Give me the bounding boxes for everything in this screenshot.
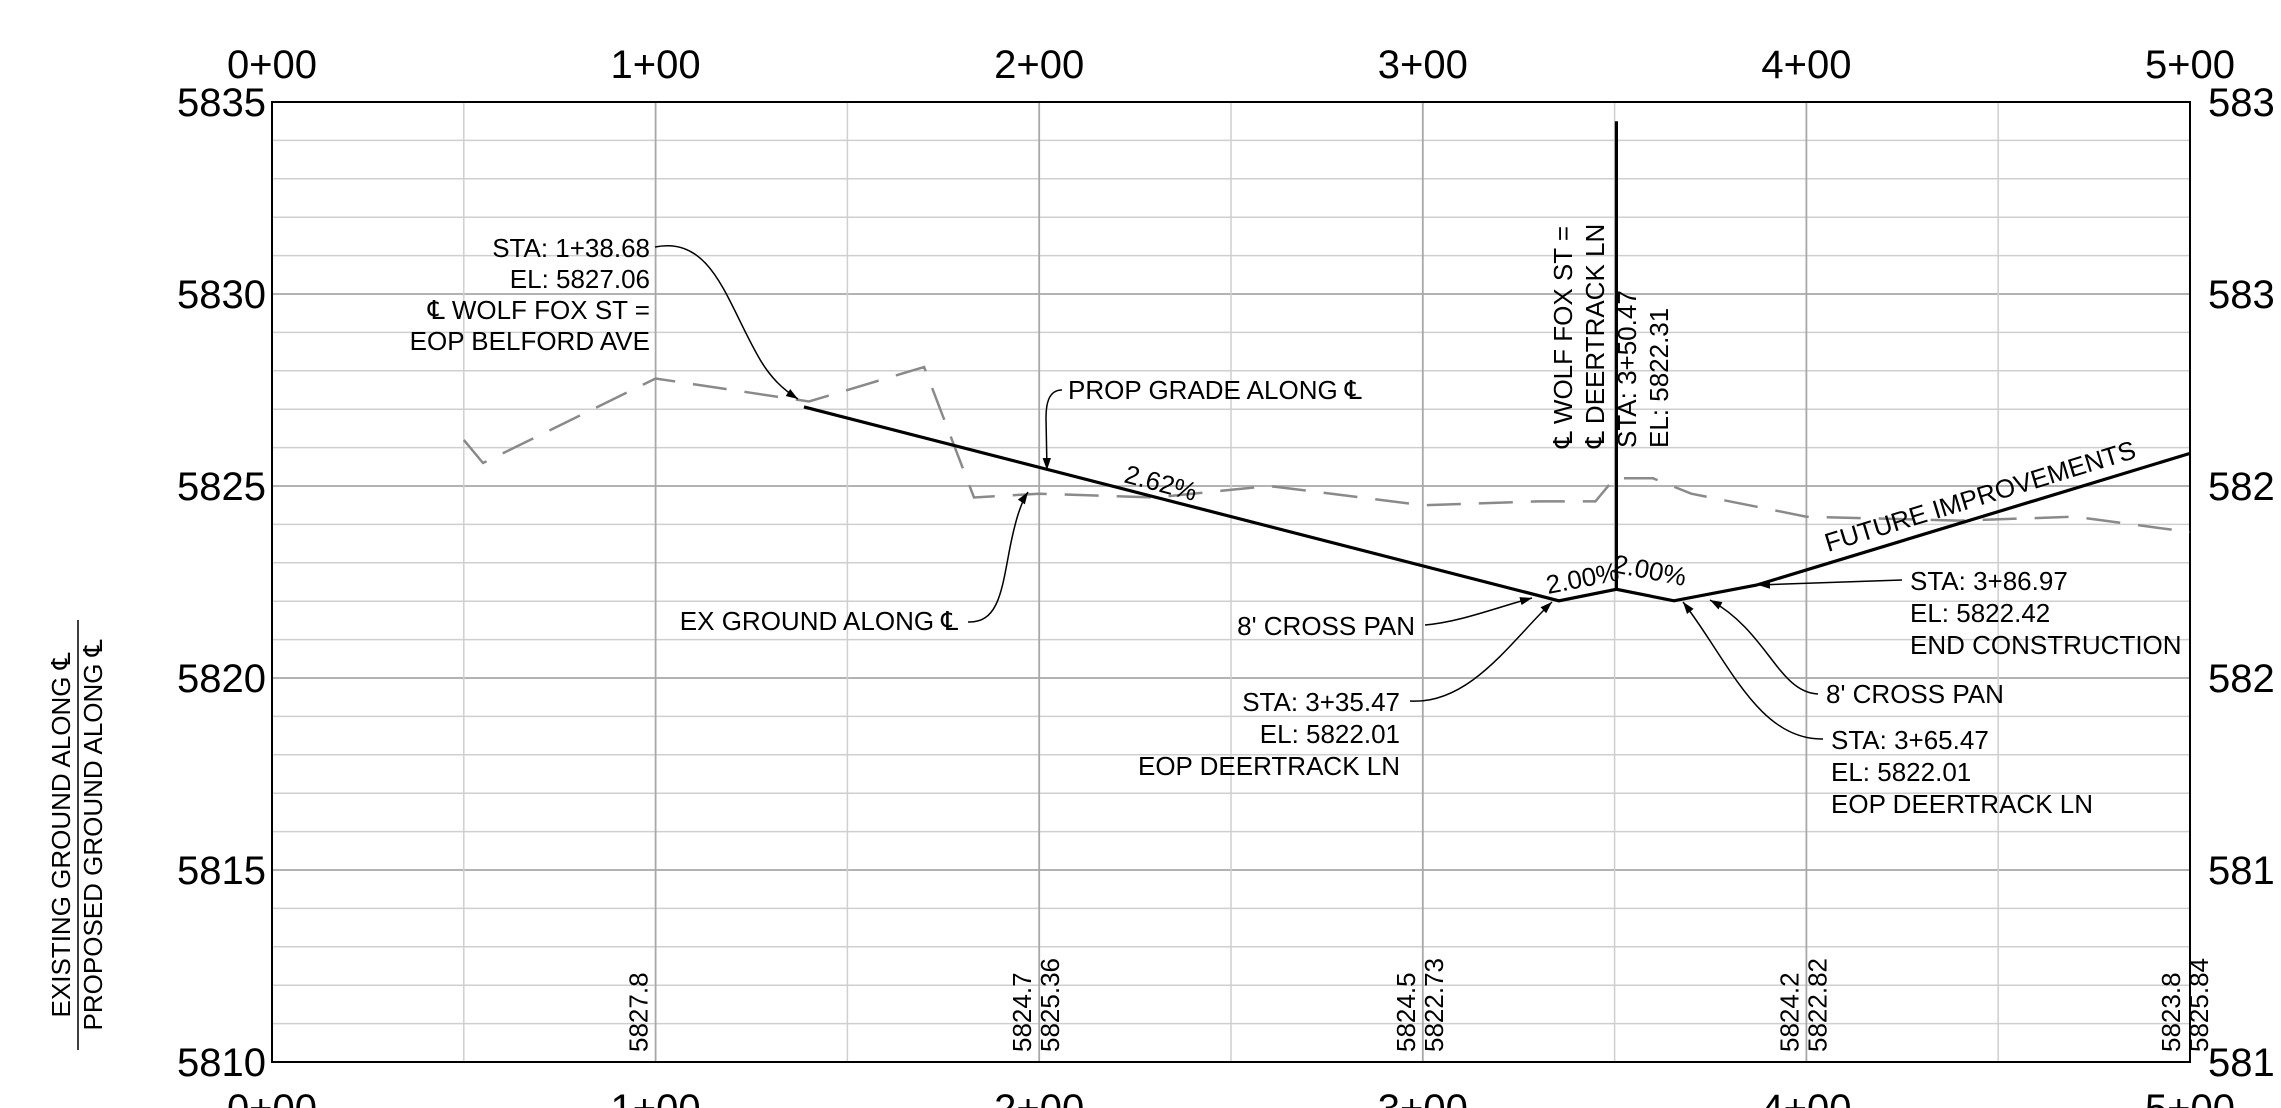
end-callout-elevation: EL: 5822.42	[1910, 598, 2050, 628]
pc-right-desc: EOP DEERTRACK LN	[1831, 789, 2093, 819]
pc-right-leader	[1682, 601, 1824, 740]
prop-grade-callout-label: PROP GRADE ALONG ℄	[1068, 375, 1362, 405]
bottom-station-label: 1+00	[611, 1087, 701, 1108]
grid	[272, 102, 2190, 1062]
bottom-elevation-value: 5824.7	[1007, 972, 1037, 1052]
top-station-label: 5+00	[2145, 43, 2235, 87]
left-elevation-label: 5830	[177, 273, 266, 317]
top-station-label: 3+00	[1378, 43, 1468, 87]
begin-callout: STA: 1+38.68 EL: 5827.06 ℄ WOLF FOX ST =…	[410, 233, 799, 400]
y-axis-title: EXISTING GROUND ALONG ℄ PROPOSED GROUND …	[46, 620, 108, 1050]
pc-left-leader	[1409, 601, 1553, 702]
right-elevation-label: 582	[2208, 657, 2275, 701]
pc-left-desc: EOP DEERTRACK LN	[1138, 751, 1400, 781]
cross-pan-right-label: 8' CROSS PAN	[1826, 679, 2004, 709]
bottom-station-label: 0+00	[227, 1087, 317, 1108]
ex-ground-callout: EX GROUND ALONG ℄	[680, 491, 1029, 636]
grade-label-right: 2.00%	[1611, 548, 1689, 592]
begin-callout-leader	[654, 245, 799, 400]
centerline-annotation: ℄ WOLF FOX ST = ℄ DEERTRACK LN STA: 3+50…	[1548, 224, 1674, 449]
axes: 0+00 0+00 1+00 1+00 2+00 2+00 3+00 3+00 4+00 4+00…	[177, 43, 2275, 1108]
top-station-label: 2+00	[994, 43, 1084, 87]
right-elevation-label: 582	[2208, 465, 2275, 509]
begin-callout-station: STA: 1+38.68	[492, 233, 650, 263]
end-callout-station: STA: 3+86.97	[1910, 566, 2068, 596]
cl-annotation-line-3: STA: 3+50.47	[1612, 290, 1642, 448]
prop-grade-callout: PROP GRADE ALONG ℄	[1042, 375, 1362, 471]
cl-annotation-line-4: EL: 5822.31	[1644, 308, 1674, 448]
pc-right-station: STA: 3+65.47	[1831, 725, 1989, 755]
bottom-elevation-value: 5824.2	[1774, 972, 1804, 1052]
proposed-grade-line	[803, 405, 2191, 603]
right-elevation-label: 583	[2208, 81, 2275, 125]
plot-frame	[271, 101, 2191, 1063]
begin-callout-desc-2: EOP BELFORD AVE	[410, 326, 650, 356]
pc-left-elevation: EL: 5822.01	[1260, 719, 1400, 749]
pc-right-callout: STA: 3+65.47 EL: 5822.01 EOP DEERTRACK L…	[1682, 601, 2093, 819]
bottom-elevation-value: 5824.5	[1391, 972, 1421, 1052]
bottom-elevation-value: 5827.8	[624, 972, 654, 1052]
left-elevation-label: 5820	[177, 657, 266, 701]
bottom-elevation-value: 5823.8	[2156, 972, 2186, 1052]
bottom-elevation-value: 5822.73	[1419, 958, 1449, 1052]
cl-annotation-line-2: ℄ DEERTRACK LN	[1580, 224, 1610, 449]
bottom-station-label: 2+00	[994, 1087, 1084, 1108]
future-improvements-label: FUTURE IMPROVEMENTS	[1821, 434, 2139, 557]
prop-grade-callout-leader	[1042, 389, 1063, 471]
end-construction-callout: STA: 3+86.97 EL: 5822.42 END CONSTRUCTIO…	[1757, 566, 2182, 660]
right-elevation-label: 581	[2208, 849, 2275, 893]
begin-callout-desc-1: ℄ WOLF FOX ST =	[427, 295, 650, 325]
end-callout-desc: END CONSTRUCTION	[1910, 630, 2182, 660]
cross-pan-left-leader	[1424, 597, 1533, 626]
ex-ground-callout-leader	[967, 491, 1029, 623]
cross-pan-left-callout: 8' CROSS PAN	[1237, 597, 1533, 641]
cross-pan-right-leader	[1709, 599, 1819, 695]
right-elevation-label: 581	[2208, 1041, 2275, 1085]
bottom-station-label: 4+00	[1761, 1087, 1851, 1108]
left-elevation-label: 5835	[177, 81, 266, 125]
cross-pan-left-label: 8' CROSS PAN	[1237, 611, 1415, 641]
bottom-elevation-value: 5825.36	[1035, 958, 1065, 1052]
top-station-label: 4+00	[1761, 43, 1851, 87]
top-station-label: 0+00	[227, 43, 317, 87]
ex-ground-callout-label: EX GROUND ALONG ℄	[680, 606, 958, 636]
bottom-elevation-value: 5825.84	[2184, 958, 2214, 1052]
top-station-label: 1+00	[611, 43, 701, 87]
cl-annotation-line-1: ℄ WOLF FOX ST =	[1548, 226, 1578, 449]
left-elevation-label: 5810	[177, 1041, 266, 1085]
pc-left-station: STA: 3+35.47	[1242, 687, 1400, 717]
right-elevation-label: 583	[2208, 273, 2275, 317]
y-axis-title-existing: EXISTING GROUND ALONG ℄	[46, 652, 76, 1017]
y-axis-title-proposed: PROPOSED GROUND ALONG ℄	[78, 639, 108, 1030]
begin-callout-elevation: EL: 5827.06	[510, 264, 650, 294]
left-elevation-label: 5825	[177, 465, 266, 509]
existing-ground-line	[462, 365, 2191, 534]
bottom-station-label: 3+00	[1378, 1087, 1468, 1108]
cross-pan-right-callout: 8' CROSS PAN	[1709, 599, 2004, 709]
bottom-station-label: 5+00	[2145, 1087, 2235, 1108]
end-callout-leader	[1757, 579, 1903, 589]
pc-left-callout: STA: 3+35.47 EL: 5822.01 EOP DEERTRACK L…	[1138, 601, 1553, 781]
left-elevation-label: 5815	[177, 849, 266, 893]
bottom-elevation-value: 5822.82	[1802, 958, 1832, 1052]
pc-right-elevation: EL: 5822.01	[1831, 757, 1971, 787]
